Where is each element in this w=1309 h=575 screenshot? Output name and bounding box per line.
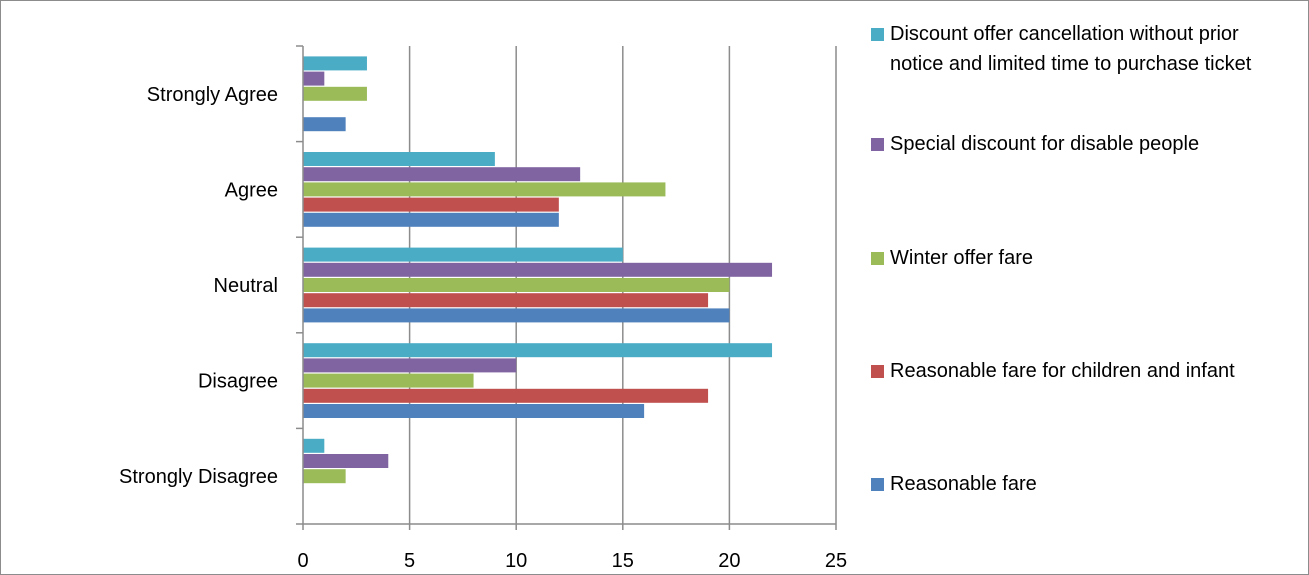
x-tick-label: 0 [297,550,308,572]
bar [303,182,666,197]
legend-label: Discount offer cancellation without prio… [890,23,1252,75]
x-tick-labels: 0 5 10 15 20 25 [297,550,847,572]
legend-item: Reasonable fare [871,469,1291,499]
x-tick-label: 20 [718,550,740,572]
legend-item: Winter offer fare [871,243,1291,273]
x-tick-label: 10 [505,550,527,572]
category-label: Strongly Agree [147,84,278,106]
axes [296,45,837,530]
bar [303,152,495,166]
legend-label: Winter offer fare [890,247,1034,269]
bar [303,117,346,132]
bar [303,197,559,212]
legend-item: Reasonable fare for children and infant [871,356,1291,386]
bar [303,404,645,418]
x-tick-label: 5 [404,550,415,572]
bar [303,56,367,71]
bar [303,388,709,403]
bar [303,373,474,388]
bar-chart: 0 5 10 15 20 25 Strongly Disagree Disagree Neut… [119,45,847,572]
bar [303,358,517,373]
legend: Discount offer cancellation without prio… [871,1,1301,574]
legend-swatch [871,252,884,265]
x-tick-label: 15 [612,550,634,572]
legend-label: Special discount for disable people [890,133,1200,155]
bar [303,293,709,308]
legend-label: Reasonable fare [890,473,1037,495]
legend-swatch [871,28,884,41]
bar [303,212,559,227]
legend-swatch [871,138,884,151]
bar [303,86,367,101]
bar [303,278,730,292]
legend-swatch [871,365,884,378]
x-tick-label: 25 [825,550,847,572]
legend-item: Special discount for disable people [871,129,1291,159]
bar [303,247,623,262]
bar [303,469,346,484]
category-label: Disagree [198,371,278,393]
bar [303,438,325,453]
legend-label: Reasonable fare for children and infant [890,360,1235,382]
legend-item: Discount offer cancellation without prio… [871,19,1291,79]
bar [303,262,773,277]
category-labels: Strongly Disagree Disagree Neutral Agree Str… [119,84,278,488]
bar [303,308,730,323]
legend-swatch [871,478,884,491]
bar [303,454,389,468]
category-label: Neutral [214,275,278,297]
bar [303,343,773,358]
category-label: Agree [225,179,278,201]
bar [303,167,581,182]
category-label: Strongly Disagree [119,466,278,488]
bar [303,71,325,86]
bars [303,56,773,484]
